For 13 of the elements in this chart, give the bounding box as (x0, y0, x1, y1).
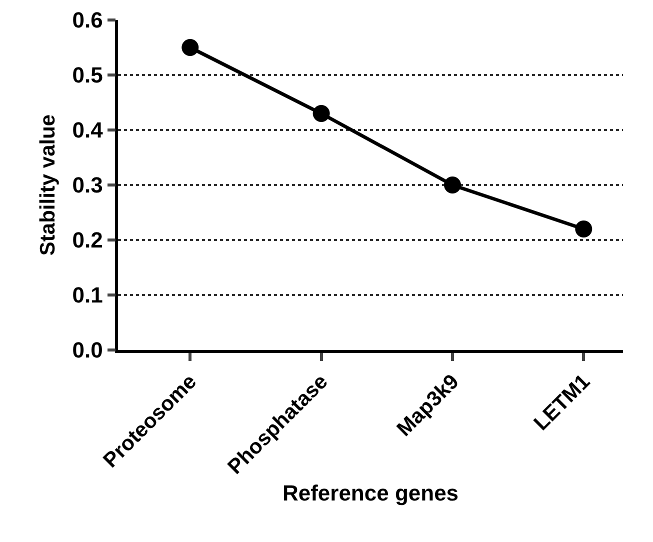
y-tick-label: 0.3 (72, 172, 103, 198)
y-tick-label: 0.6 (72, 8, 103, 33)
y-tick-label: 0.4 (72, 118, 104, 143)
point (182, 39, 199, 56)
y-tick-label: 0.1 (72, 282, 103, 308)
y-tick-label: 0.5 (72, 62, 103, 88)
y-axis-title: Stability value (36, 114, 60, 256)
point (444, 176, 461, 194)
point (575, 220, 592, 238)
point (312, 105, 330, 122)
y-tick-label: 0.0 (72, 338, 103, 363)
x-axis-title: Reference genes (282, 480, 459, 506)
y-tick-label: 0.2 (72, 228, 103, 253)
